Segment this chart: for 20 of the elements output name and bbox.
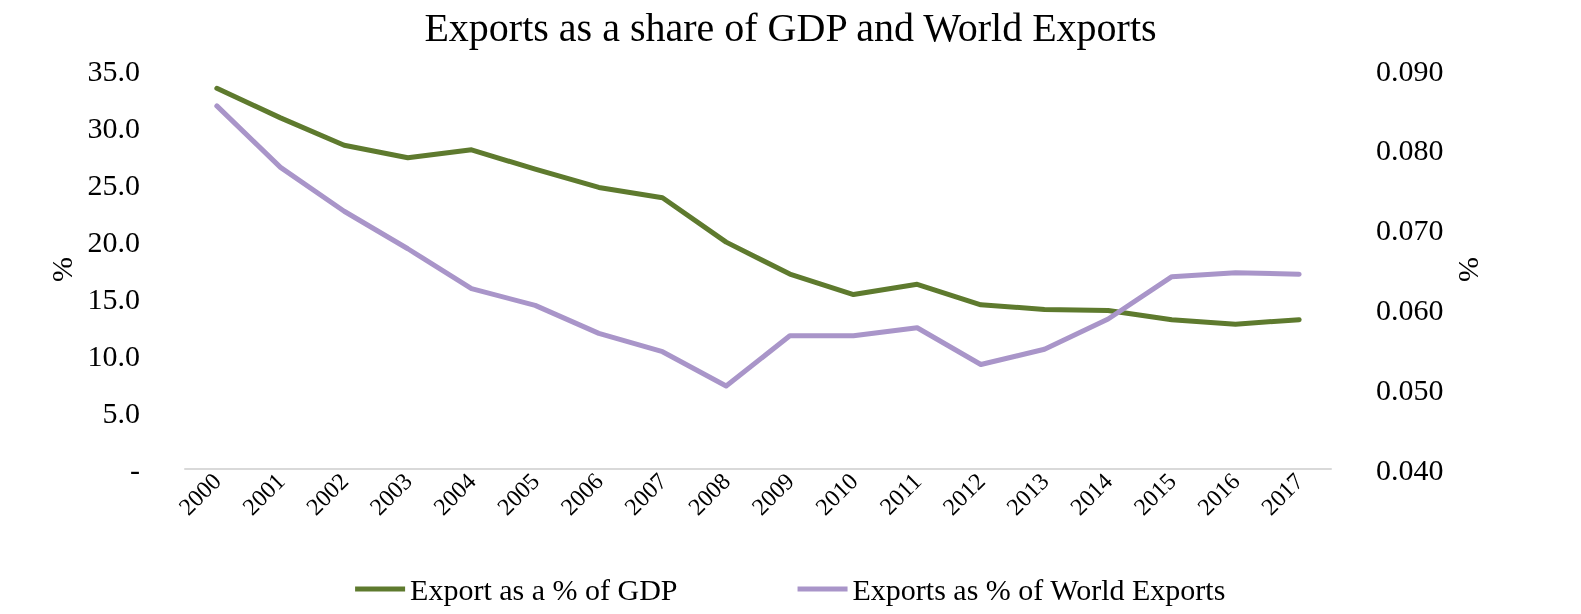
y2-tick-label: 0.040 [1376, 452, 1444, 486]
y-tick-label: 30.0 [87, 110, 140, 144]
y-tick-label: 15.0 [87, 281, 140, 315]
y2-tick-label: 0.070 [1376, 213, 1444, 247]
y2-tick-label: 0.050 [1376, 372, 1444, 406]
chart-title: Exports as a share of GDP and World Exports [424, 4, 1157, 50]
y-tick-label: 35.0 [87, 53, 140, 87]
y-tick-label: 20.0 [87, 224, 140, 258]
y-tick-label: 5.0 [102, 395, 140, 429]
y2-tick-label: 0.080 [1376, 133, 1444, 167]
y-tick-label: 10.0 [87, 338, 140, 372]
y2-tick-label: 0.060 [1376, 292, 1444, 326]
y2-tick-label: 0.090 [1376, 53, 1444, 87]
legend-label: Export as a % of GDP [410, 572, 678, 606]
legend-label: Exports as % of World Exports [852, 572, 1226, 606]
x-tick-label: 2011 [874, 467, 927, 520]
y-tick-label: 25.0 [87, 167, 140, 201]
y2-axis-title: % [1452, 257, 1486, 282]
y-axis-title: % [45, 257, 79, 282]
y-tick-label: - [130, 452, 140, 486]
